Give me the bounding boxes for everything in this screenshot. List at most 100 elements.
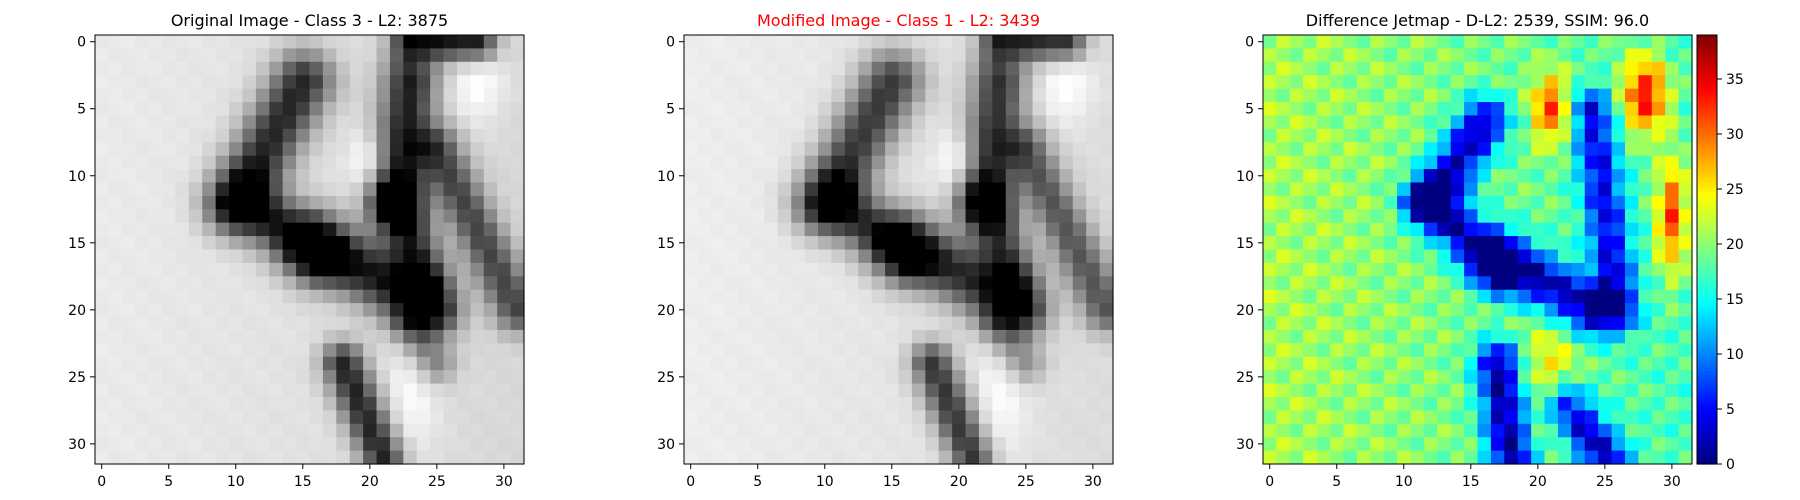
pixel-cell: [349, 61, 364, 76]
pixel-cell: [389, 209, 404, 224]
pixel-cell: [965, 289, 980, 304]
pixel-cell: [349, 35, 364, 50]
pixel-cell: [1450, 262, 1465, 277]
pixel-cell: [282, 316, 297, 331]
pixel-cell: [952, 249, 967, 264]
pixel-cell: [1678, 35, 1693, 50]
y-tick-label: 25: [657, 370, 675, 386]
pixel-cell: [175, 61, 190, 76]
pixel-cell: [871, 450, 886, 465]
pixel-cell: [349, 249, 364, 264]
pixel-cell: [497, 169, 512, 184]
pixel-cell: [1544, 450, 1559, 465]
pixel-cell: [1263, 115, 1278, 130]
pixel-cell: [1611, 437, 1626, 452]
pixel-cell: [403, 329, 418, 344]
pixel-cell: [1330, 88, 1345, 103]
pixel-cell: [349, 316, 364, 331]
pixel-cell: [1370, 356, 1385, 371]
pixel-cell: [215, 182, 230, 197]
pixel-cell: [818, 450, 833, 465]
pixel-cell: [925, 222, 940, 237]
pixel-cell: [1343, 102, 1358, 117]
colorbar-step: [1697, 428, 1717, 433]
pixel-cell: [416, 343, 431, 358]
pixel-cell: [363, 262, 378, 277]
pixel-cell: [697, 142, 712, 157]
pixel-cell: [483, 209, 498, 224]
pixel-cell: [108, 316, 123, 331]
pixel-cell: [925, 329, 940, 344]
colorbar-step: [1697, 374, 1717, 379]
pixel-cell: [108, 222, 123, 237]
pixel-cell: [1263, 410, 1278, 425]
pixel-cell: [1032, 102, 1047, 117]
pixel-cell: [804, 450, 819, 465]
pixel-cell: [684, 61, 699, 76]
pixel-cell: [430, 209, 445, 224]
pixel-cell: [1289, 155, 1304, 170]
pixel-cell: [1624, 450, 1639, 465]
pixel-cell: [1450, 209, 1465, 224]
pixel-cell: [992, 262, 1007, 277]
pixel-cell: [282, 423, 297, 438]
pixel-cell: [188, 437, 203, 452]
pixel-cell: [1397, 195, 1412, 210]
pixel-cell: [1423, 262, 1438, 277]
pixel-cell: [242, 450, 257, 465]
pixel-cell: [309, 316, 324, 331]
pixel-cell: [885, 396, 900, 411]
pixel-cell: [296, 102, 311, 117]
pixel-cell: [1665, 155, 1680, 170]
pixel-cell: [791, 209, 806, 224]
pixel-cell: [684, 450, 699, 465]
pixel-cell: [470, 236, 485, 251]
pixel-cell: [1005, 102, 1020, 117]
pixel-cell: [443, 195, 458, 210]
pixel-cell: [148, 383, 163, 398]
pixel-cell: [1490, 75, 1505, 90]
pixel-cell: [1045, 410, 1060, 425]
pixel-cell: [751, 209, 766, 224]
pixel-cell: [1423, 437, 1438, 452]
pixel-cell: [1303, 102, 1318, 117]
pixel-cell: [1005, 316, 1020, 331]
pixel-cell: [336, 182, 351, 197]
pixel-cell: [804, 437, 819, 452]
pixel-cell: [1464, 61, 1479, 76]
pixel-cell: [1356, 102, 1371, 117]
pixel-cell: [1665, 249, 1680, 264]
pixel-cell: [1531, 249, 1546, 264]
pixel-cell: [831, 249, 846, 264]
colorbar-step: [1697, 353, 1717, 358]
pixel-cell: [1423, 276, 1438, 291]
pixel-cell: [764, 262, 779, 277]
pixel-cell: [497, 88, 512, 103]
pixel-cell: [1531, 102, 1546, 117]
pixel-cell: [1598, 303, 1613, 318]
pixel-cell: [1086, 450, 1101, 465]
pixel-cell: [1611, 289, 1626, 304]
pixel-cell: [724, 182, 739, 197]
pixel-cell: [215, 383, 230, 398]
pixel-cell: [1045, 262, 1060, 277]
pixel-cell: [885, 262, 900, 277]
pixel-cell: [1343, 35, 1358, 50]
pixel-cell: [1086, 303, 1101, 318]
pixel-cell: [1289, 370, 1304, 385]
colorbar-step: [1697, 188, 1717, 193]
pixel-cell: [1276, 102, 1291, 117]
colorbar-step: [1697, 295, 1717, 301]
pixel-cell: [737, 61, 752, 76]
pixel-cell: [215, 370, 230, 385]
pixel-cell: [483, 75, 498, 90]
pixel-cell: [1356, 61, 1371, 76]
pixel-cell: [978, 169, 993, 184]
pixel-cell: [389, 236, 404, 251]
pixel-cell: [1343, 249, 1358, 264]
pixel-cell: [697, 329, 712, 344]
pixel-cell: [844, 289, 859, 304]
pixel-cell: [1624, 88, 1639, 103]
pixel-cell: [1005, 142, 1020, 157]
pixel-cell: [1032, 410, 1047, 425]
